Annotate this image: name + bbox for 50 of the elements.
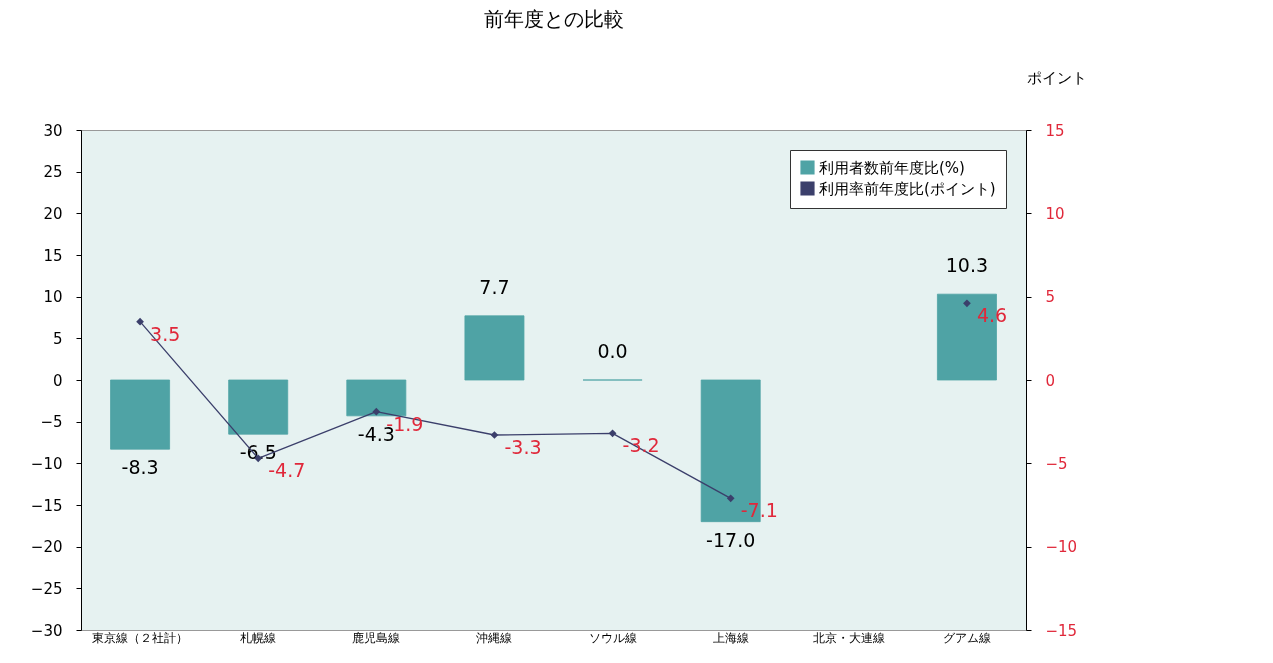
point [372, 407, 381, 416]
data-label: -4.7 [268, 459, 306, 482]
data-label: 10.3 [945, 254, 989, 277]
y-tick-label: 30 [43, 121, 63, 140]
y2-tick-label: 15 [1045, 121, 1065, 140]
point [963, 299, 971, 308]
y-tick-label: −20 [30, 538, 63, 557]
y2-tick-label: 0 [1045, 371, 1056, 390]
y-tick-label: −25 [30, 579, 63, 598]
bar [464, 315, 525, 381]
x-tick-label: 鹿児島線 [352, 630, 401, 645]
data-label: 0.0 [597, 340, 628, 362]
data-label: -17.0 [706, 528, 756, 551]
x-tick-label: 札幌線 [240, 630, 277, 645]
y-tick-label: 25 [43, 163, 63, 182]
bar [346, 379, 407, 417]
y-tick-label: −30 [30, 621, 63, 640]
y-tick-label: 5 [52, 329, 63, 348]
y-tick-label: 0 [52, 371, 63, 390]
x-tick-label: 上海線 [712, 630, 749, 645]
x-tick-label: 東京線（２社計） [92, 630, 189, 645]
point [490, 431, 499, 439]
y2-tick-label: −10 [1045, 538, 1078, 557]
x-tick-label: 北京・大連線 [812, 630, 885, 645]
bar [228, 379, 289, 435]
data-label: -3.3 [504, 436, 542, 458]
y2-tick-label: −15 [1045, 621, 1078, 640]
legend-label: 利用率前年度比(ポイント) [819, 179, 996, 198]
point [136, 317, 144, 326]
y2-tick-label: −5 [1045, 454, 1068, 473]
chart-title: 前年度との比較 [483, 7, 624, 31]
data-label: 7.7 [479, 275, 510, 298]
legend-label: 利用者数前年度比(%) [819, 158, 965, 177]
x-tick-label: グアム線 [942, 630, 991, 645]
x-tick-label: 沖縄線 [476, 630, 513, 645]
y-tick-label: 15 [43, 246, 63, 265]
point [608, 429, 617, 438]
x-tick-label: ソウル線 [588, 630, 637, 645]
y-tick-label: 20 [43, 204, 63, 223]
y-tick-label: −15 [30, 496, 63, 515]
bar [110, 379, 170, 450]
y-tick-label: −5 [40, 413, 63, 432]
y2-tick-label: 10 [1045, 204, 1065, 223]
y-tick-label: −10 [30, 454, 63, 473]
point [726, 494, 735, 503]
data-label: -8.3 [121, 456, 159, 479]
data-label: 3.5 [150, 322, 181, 345]
y2-axis-title: ポイント [1026, 68, 1087, 87]
y2-tick-label: 5 [1045, 288, 1056, 307]
y-tick-label: 10 [43, 288, 63, 307]
